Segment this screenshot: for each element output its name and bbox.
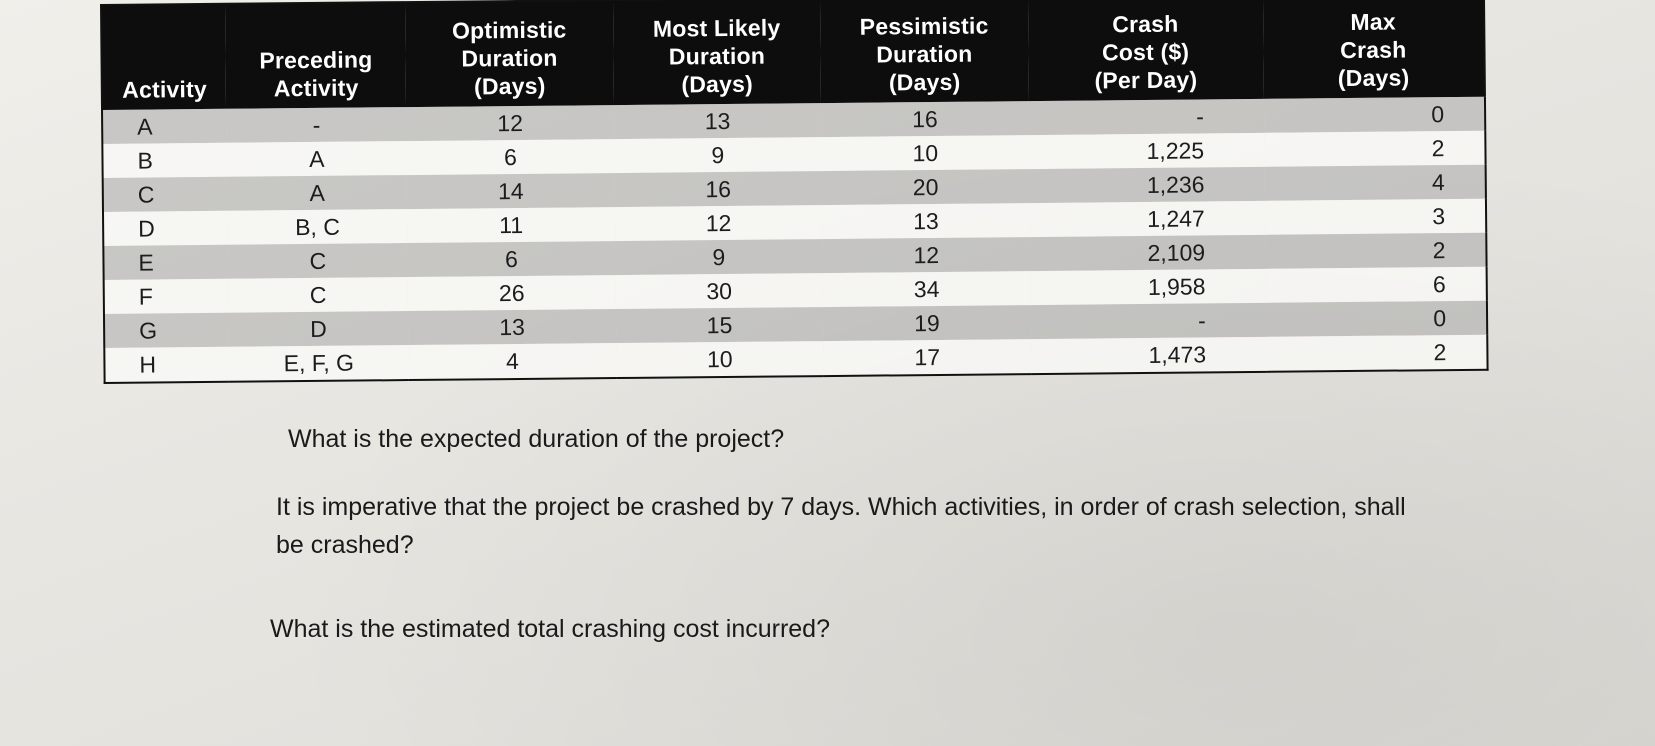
cell-max-crash: 4 (1264, 164, 1486, 201)
cell-pessimistic: 10 (821, 135, 1030, 172)
header-pessimistic-duration: Pessimistic Duration (Days) (820, 0, 1029, 104)
cell-optimistic: 13 (408, 309, 616, 346)
cell-crash-cost: 1,958 (1030, 268, 1266, 306)
header-crash-cost: Crash Cost ($) (Per Day) (1027, 0, 1264, 102)
cell-activity: C (102, 176, 228, 212)
cell-crash-cost: 1,473 (1030, 336, 1267, 375)
question-total-crash-cost: What is the estimated total crashing cos… (270, 615, 830, 643)
cell-activity: E (103, 244, 229, 280)
cell-max-crash: 6 (1265, 266, 1487, 303)
cell-most-likely: 9 (614, 239, 823, 276)
cell-activity: D (102, 210, 228, 246)
cell-crash-cost: 1,247 (1029, 200, 1265, 238)
cell-activity: G (103, 312, 229, 348)
cell-activity: H (104, 346, 230, 383)
cell-most-likely: 30 (615, 273, 824, 310)
cell-activity: F (103, 278, 229, 314)
cell-pessimistic: 20 (821, 169, 1030, 206)
cell-most-likely: 13 (613, 103, 822, 140)
cell-activity: B (102, 142, 228, 178)
cell-most-likely: 16 (614, 171, 823, 208)
cell-pessimistic: 19 (823, 305, 1031, 342)
cell-pessimistic: 16 (821, 101, 1029, 138)
cell-preceding: E, F, G (228, 345, 409, 382)
header-max-crash: Max Crash (Days) (1262, 0, 1485, 99)
activity-crash-table: Activity Preceding Activity Optimistic D… (100, 0, 1489, 384)
cell-max-crash: 2 (1263, 130, 1486, 167)
cell-crash-cost: 1,225 (1028, 132, 1265, 170)
cell-max-crash: 3 (1264, 198, 1487, 235)
cell-optimistic: 14 (406, 173, 615, 210)
cell-activity: A (102, 108, 227, 144)
document-sheet: Activity Preceding Activity Optimistic D… (100, 0, 1489, 384)
cell-most-likely: 15 (615, 307, 824, 344)
cell-pessimistic: 17 (823, 339, 1032, 377)
table-header-row: Activity Preceding Activity Optimistic D… (101, 0, 1485, 110)
cell-optimistic: 6 (407, 241, 616, 278)
cell-preceding: - (226, 107, 407, 143)
cell-most-likely: 9 (614, 137, 822, 174)
header-preceding-activity: Preceding Activity (225, 2, 407, 109)
cell-max-crash: 0 (1263, 96, 1486, 133)
cell-max-crash: 0 (1265, 300, 1488, 337)
cell-crash-cost: 2,109 (1029, 234, 1266, 272)
question-crash-activities: It is imperative that the project be cra… (276, 493, 1406, 559)
cell-pessimistic: 34 (822, 271, 1031, 308)
cell-optimistic: 4 (408, 343, 617, 381)
question-expected-duration: What is the expected duration of the pro… (288, 425, 785, 453)
cell-optimistic: 6 (406, 139, 615, 176)
cell-preceding: C (227, 243, 408, 279)
header-most-likely-duration: Most Likely Duration (Days) (612, 0, 822, 106)
cell-preceding: C (228, 277, 409, 313)
cell-max-crash: 2 (1265, 334, 1488, 372)
cell-most-likely: 10 (615, 341, 824, 379)
cell-pessimistic: 13 (822, 203, 1030, 240)
header-optimistic-duration: Optimistic Duration (Days) (405, 0, 614, 108)
cell-pessimistic: 12 (822, 237, 1031, 274)
cell-max-crash: 2 (1264, 232, 1487, 269)
header-activity: Activity (101, 3, 227, 110)
cell-preceding: D (228, 311, 409, 347)
cell-preceding: A (227, 175, 408, 211)
cell-most-likely: 12 (614, 205, 823, 242)
cell-crash-cost: - (1030, 302, 1266, 340)
cell-crash-cost: 1,236 (1029, 166, 1265, 204)
cell-optimistic: 12 (406, 105, 615, 142)
cell-preceding: A (226, 141, 407, 177)
cell-optimistic: 26 (407, 275, 616, 312)
cell-optimistic: 11 (407, 207, 615, 244)
cell-preceding: B, C (227, 209, 408, 245)
cell-crash-cost: - (1028, 98, 1264, 136)
